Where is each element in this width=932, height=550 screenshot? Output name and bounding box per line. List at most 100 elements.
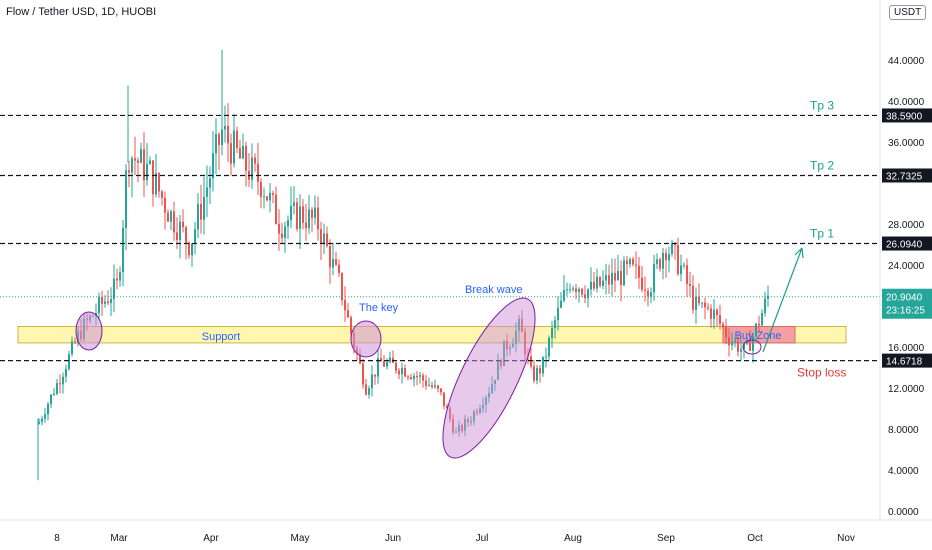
candle <box>428 377 430 387</box>
candle <box>401 362 403 384</box>
candle-body <box>548 337 550 357</box>
candle-body <box>407 376 409 378</box>
currency-button[interactable]: USDT <box>889 5 927 20</box>
candle-body <box>563 290 565 301</box>
candle-body <box>578 288 580 292</box>
candle-body <box>605 275 607 281</box>
price-axis[interactable]: 0.0000 4.0000 8.0000 12.0000 16.0000 24.0000 2… <box>879 0 925 520</box>
candle <box>65 364 67 383</box>
candle <box>692 275 694 314</box>
candle-body <box>188 242 190 256</box>
price-tick-label: 8.0000 <box>888 425 919 436</box>
candle-body <box>758 323 760 326</box>
candle <box>764 291 766 317</box>
level-label-bg <box>882 108 932 123</box>
time-tick-label: Apr <box>203 533 219 544</box>
candle <box>614 258 616 293</box>
candle-body <box>134 158 136 161</box>
candle <box>632 256 634 267</box>
candle-body <box>257 163 259 182</box>
candle-body <box>416 375 418 377</box>
candle-body <box>119 272 121 281</box>
candle <box>62 372 64 394</box>
candle <box>422 372 424 388</box>
candle <box>122 219 124 287</box>
candle <box>149 156 151 165</box>
candle-body <box>608 275 610 285</box>
candle <box>419 371 421 384</box>
candle <box>533 360 535 384</box>
candle <box>50 394 52 408</box>
candle-body <box>194 229 196 244</box>
candle-body <box>107 301 109 304</box>
candle <box>173 201 175 241</box>
candle <box>638 256 640 289</box>
candle-body <box>626 260 628 265</box>
projection-arrow-head <box>794 247 804 259</box>
candle <box>395 361 397 374</box>
candle <box>206 165 208 217</box>
candle <box>656 253 658 270</box>
candle-body <box>704 302 706 308</box>
candle <box>158 172 160 198</box>
candle-body <box>398 370 400 375</box>
price-tick-label: 40.0000 <box>888 97 925 108</box>
candle-body <box>743 343 745 350</box>
candle <box>263 187 265 209</box>
candle <box>680 254 682 282</box>
candle <box>755 322 757 341</box>
candle <box>293 185 295 215</box>
candle-body <box>647 290 649 297</box>
candle <box>44 408 46 423</box>
break-wave-label: Break wave <box>465 284 522 296</box>
candle-body <box>710 308 712 319</box>
candle <box>620 260 622 302</box>
candle <box>281 222 283 244</box>
candle <box>74 337 76 345</box>
candle-body <box>338 264 340 273</box>
time-axis[interactable]: 8 Mar Apr May Jun Jul Aug Sep Oct Nov <box>0 519 932 544</box>
level-label: 38.5900 <box>886 111 923 122</box>
candle-body <box>620 270 622 286</box>
candle-body <box>581 288 583 295</box>
candle-body <box>683 265 685 267</box>
candle-body <box>707 307 709 309</box>
candle <box>290 186 292 228</box>
candle <box>71 336 73 357</box>
candle <box>119 266 121 287</box>
candle <box>284 221 286 253</box>
candle-body <box>530 356 532 367</box>
candle <box>695 287 697 324</box>
candle-body <box>671 243 673 255</box>
time-tick-label: Jul <box>476 533 489 544</box>
candle <box>302 199 304 230</box>
candle-body <box>308 209 310 229</box>
candle <box>182 209 184 233</box>
time-tick-label: May <box>291 533 310 544</box>
candle-body <box>692 285 694 310</box>
candle-body <box>434 385 436 388</box>
candle-body <box>173 211 175 233</box>
candle <box>677 237 679 277</box>
candle-body <box>50 394 52 405</box>
candle <box>377 349 379 385</box>
candle-body <box>413 375 415 380</box>
candle-body <box>560 300 562 308</box>
candle <box>704 297 706 320</box>
price-tick-label: 16.0000 <box>888 343 925 354</box>
candle <box>641 265 643 293</box>
annotations-layer: Tp 3 Tp 2 Tp 1 Stop loss Support Buy Zone The … <box>75 98 846 459</box>
candle-body <box>56 383 58 394</box>
level-label-bg <box>882 236 932 251</box>
candle-body <box>230 143 232 164</box>
price-tick-label: 12.0000 <box>888 384 925 395</box>
candle <box>398 367 400 380</box>
candle-body <box>755 323 757 337</box>
candle <box>545 347 547 368</box>
candle <box>611 258 613 297</box>
candle <box>38 418 40 425</box>
candle <box>374 374 376 385</box>
candle-body <box>359 353 361 364</box>
